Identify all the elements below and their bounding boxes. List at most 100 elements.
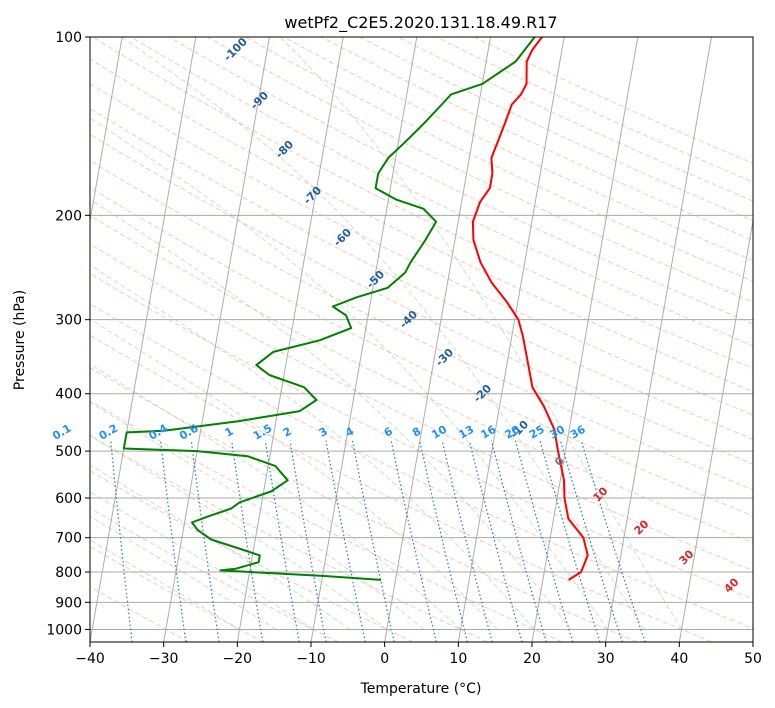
mixing-ratio-line [419, 440, 469, 642]
dry-adiabat-line [90, 507, 339, 642]
moist-adiabat-line [90, 491, 314, 630]
line-labels: -100-90-80-70-60-50-40-30-20-10010203040… [50, 35, 742, 596]
x-tick-label: −30 [149, 651, 179, 667]
mixing-ratio-line [441, 440, 493, 642]
y-tick-label: 500 [55, 444, 82, 460]
mixing-ratio-line [559, 440, 623, 642]
temperature-series-line [471, 37, 589, 581]
y-tick-label: 200 [55, 208, 82, 224]
isotherm-line [163, 37, 270, 642]
y-tick-label: 100 [55, 30, 82, 46]
x-tick-label: 30 [597, 651, 615, 667]
x-tick-label: 50 [744, 651, 762, 667]
mixing-ratio-label: 2 [281, 425, 294, 440]
mixing-ratio-line [515, 440, 574, 642]
isotherm-label: 20 [632, 517, 652, 537]
isotherm-line [457, 37, 565, 642]
x-tick-label: −10 [296, 651, 326, 667]
x-tick-label: 40 [670, 651, 688, 667]
isotherm-line [90, 37, 123, 224]
x-axis-label: Temperature (°C) [360, 681, 482, 697]
dry-adiabat-line [474, 37, 753, 164]
isotherm-label: 40 [722, 575, 742, 595]
isotherm-line [678, 217, 753, 642]
isotherm-label: -70 [301, 184, 324, 207]
dry-adiabat-line [90, 58, 753, 392]
dry-adiabat-line [90, 214, 753, 544]
dry-adiabat-line [90, 334, 712, 642]
moist-adiabat-line [90, 117, 609, 630]
moist-adiabat-line [121, 37, 646, 630]
dewpoint-series-line [122, 37, 536, 581]
dry-adiabat-line [90, 303, 753, 630]
y-tick-label: 600 [55, 491, 82, 507]
axes: −40 −30 −20 −10 0 10 20 30 40 5010020030040050060… [46, 30, 762, 667]
chart-title: wetPf2_C2E5.2020.131.18.49.R17 [284, 13, 557, 33]
moist-adiabat-line [90, 264, 535, 630]
mixing-ratio-line [160, 440, 187, 642]
moist-adiabat-line [90, 198, 572, 630]
isotherm-label: -100 [221, 35, 250, 64]
dry-adiabat-line [90, 272, 753, 600]
plot-frame [89, 36, 754, 643]
mixing-ratio-label: 1 [223, 425, 236, 440]
isotherm-label: -90 [248, 89, 271, 112]
mixing-ratio-line [351, 440, 395, 642]
background-lines [90, 37, 753, 642]
dry-adiabat-line [321, 37, 753, 241]
isotherm-label: -80 [273, 138, 296, 161]
isotherm-line [752, 639, 753, 642]
dry-adiabat-line [359, 37, 753, 221]
mixing-ratio-label: 0.4 [146, 421, 170, 442]
dry-adiabat-line [168, 37, 753, 325]
mixing-ratio-label: 0.2 [97, 422, 120, 443]
mixing-ratio-line [468, 440, 523, 642]
y-axis-label: Pressure (hPa) [12, 290, 28, 390]
isotherm-line [90, 37, 197, 642]
x-tick-label: −40 [75, 651, 105, 667]
isotherm-label: 30 [677, 547, 697, 567]
moist-adiabat-line [279, 37, 682, 630]
dry-adiabat-line [90, 434, 488, 642]
mixing-ratio-line [539, 440, 601, 642]
mixing-ratio-label: 0.1 [50, 422, 73, 443]
dry-adiabat-line [130, 37, 753, 347]
y-tick-label: 800 [55, 565, 82, 581]
mixing-ratio-line [390, 440, 437, 642]
moist-adiabat-line [90, 464, 351, 630]
dry-adiabat-line [436, 37, 753, 183]
mixing-ratio-label: 4 [343, 424, 356, 439]
mixing-ratio-label: 1.5 [251, 422, 274, 443]
isotherm-line [531, 37, 639, 642]
y-tick-label: 900 [55, 595, 82, 611]
mixing-ratio-label: 30 [547, 423, 567, 442]
dry-adiabat-line [90, 585, 190, 642]
isotherm-label: 10 [591, 484, 611, 504]
isotherm-label: -50 [364, 268, 387, 291]
moist-adiabat-line [90, 515, 277, 630]
dry-adiabat-line [92, 37, 753, 369]
mixing-ratio-label: 36 [568, 423, 588, 442]
isotherm-line [236, 37, 344, 642]
mixing-ratio-line [490, 440, 547, 642]
isotherm-line [384, 37, 491, 642]
isotherm-label: -60 [331, 226, 354, 249]
isotherm-line [605, 37, 712, 642]
x-tick-label: 10 [449, 651, 467, 667]
x-tick-label: 0 [380, 651, 389, 667]
dry-adiabat-line [90, 545, 264, 642]
dry-adiabat-line [90, 400, 563, 642]
mixing-ratio-line [325, 440, 366, 642]
mixing-ratio-label: 13 [456, 423, 476, 442]
dry-adiabat-line [90, 366, 638, 642]
mixing-ratio-label: 6 [382, 424, 395, 439]
dry-adiabat-line [90, 243, 753, 572]
x-tick-label: 20 [523, 651, 541, 667]
dry-adiabat-line [283, 37, 753, 262]
moist-adiabat-line [90, 363, 461, 630]
mixing-ratio-label: 16 [478, 423, 498, 442]
moist-adiabat-line [90, 318, 498, 630]
y-tick-label: 1000 [46, 622, 82, 638]
y-tick-label: 400 [55, 387, 82, 403]
